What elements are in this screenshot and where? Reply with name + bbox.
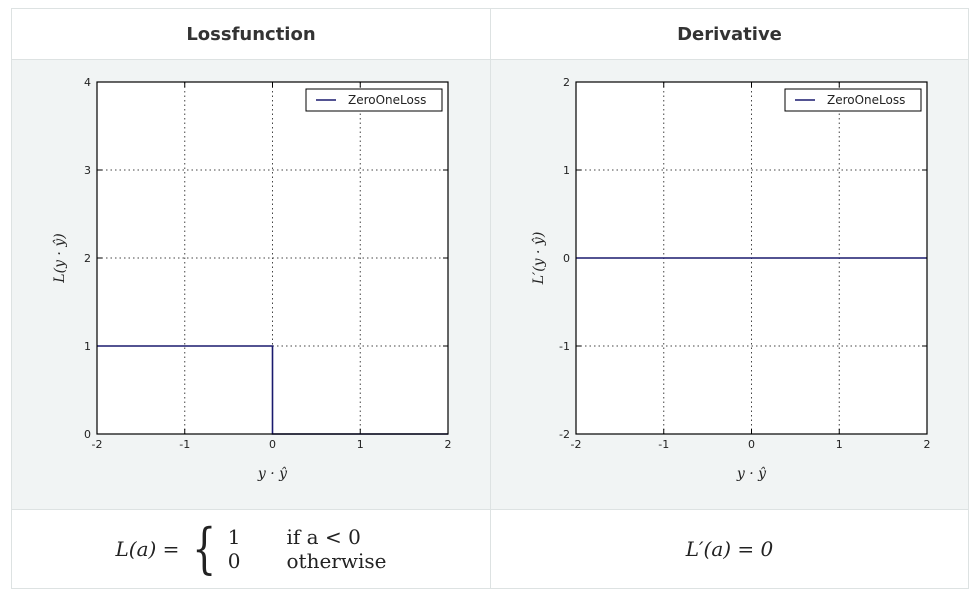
- cases-brace: {: [192, 517, 217, 580]
- x-tick-label: 1: [836, 438, 843, 451]
- y-tick-label: 2: [563, 76, 570, 89]
- x-tick-label: -1: [179, 438, 190, 451]
- cases-block: 1 if a < 0 0 otherwise: [228, 525, 387, 573]
- legend-label: ZeroOneLoss: [348, 93, 426, 107]
- case2-value: 0: [227, 549, 241, 573]
- x-tick-label: 1: [357, 438, 364, 451]
- case2-condition: otherwise: [286, 549, 387, 573]
- x-axis-label: y · ŷ: [736, 465, 767, 482]
- case1-value: 1: [227, 525, 241, 549]
- loss-plot-cell: -2 -1 0 1 2 0 1 2 3 4 ZeroOneLoss y · ŷ L(y · ŷ): [12, 60, 490, 510]
- x-tick-label: -1: [658, 438, 669, 451]
- y-tick-label: 1: [563, 164, 570, 177]
- loss-formula-lhs: L(a) =: [115, 537, 180, 561]
- y-tick-label: 3: [84, 164, 91, 177]
- y-tick-label: 0: [563, 252, 570, 265]
- x-tick-label: -2: [571, 438, 582, 451]
- derivative-chart: -2 -1 0 1 2 -2 -1 0 1 2 ZeroOneLoss y · ŷ L′(y · ŷ): [530, 76, 931, 482]
- y-tick-label: 1: [84, 340, 91, 353]
- y-tick-label: 0: [84, 428, 91, 441]
- header-derivative: Derivative: [491, 9, 968, 60]
- legend-box: [784, 88, 922, 112]
- plot-frame: [575, 81, 928, 435]
- x-tick-label: 0: [269, 438, 276, 451]
- legend-label: ZeroOneLoss: [827, 93, 905, 107]
- plot-table: Lossfunction Derivative -2 -1 0 1 2 0 1 2 3 4 Zero…: [11, 8, 969, 589]
- x-axis-label: y · ŷ: [257, 465, 288, 482]
- legend-box: [305, 88, 443, 112]
- y-tick-label: 4: [84, 76, 91, 89]
- y-tick-label: 2: [84, 252, 91, 265]
- y-axis-label: L(y · ŷ): [51, 233, 68, 283]
- x-tick-label: 2: [445, 438, 452, 451]
- loss-formula: L(a) = { 1 if a < 0 0 otherwise: [12, 510, 490, 588]
- x-tick-label: 0: [748, 438, 755, 451]
- header-lossfunction: Lossfunction: [12, 9, 490, 60]
- derivative-formula-text: L′(a) = 0: [685, 537, 774, 561]
- derivative-plot-cell: -2 -1 0 1 2 -2 -1 0 1 2 ZeroOneLoss y · ŷ L′(y · ŷ): [491, 60, 968, 510]
- derivative-formula: L′(a) = 0: [491, 510, 968, 588]
- y-tick-label: -2: [559, 428, 570, 441]
- x-tick-label: -2: [92, 438, 103, 451]
- column-divider: [490, 9, 491, 588]
- plot-frame: [96, 81, 449, 435]
- y-tick-label: -1: [559, 340, 570, 353]
- loss-chart: -2 -1 0 1 2 0 1 2 3 4 ZeroOneLoss y · ŷ L(y · ŷ): [51, 76, 452, 482]
- case1-condition: if a < 0: [286, 525, 361, 549]
- y-axis-label: L′(y · ŷ): [530, 232, 547, 286]
- x-tick-label: 2: [924, 438, 931, 451]
